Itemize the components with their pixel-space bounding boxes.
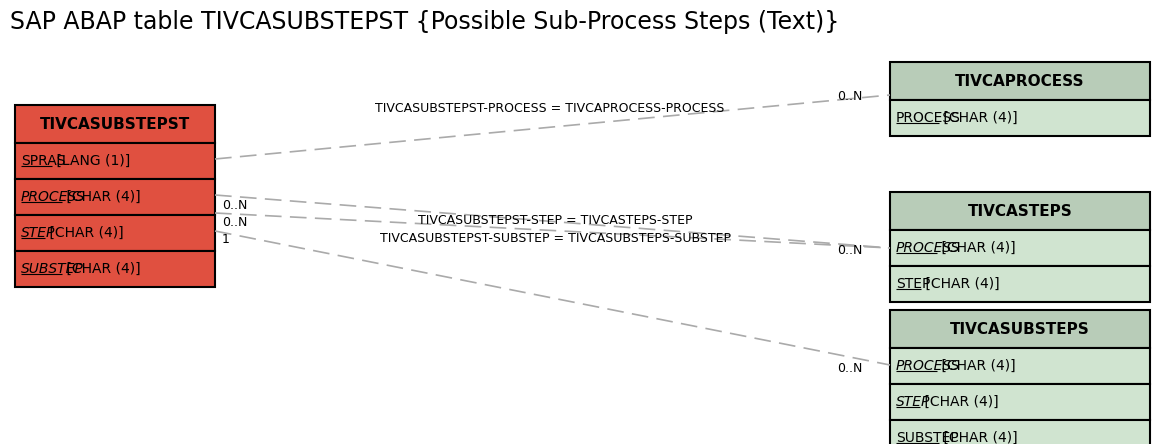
Text: PROCESS: PROCESS <box>21 190 86 204</box>
Bar <box>890 420 1150 444</box>
Text: 1: 1 <box>222 233 229 246</box>
Text: TIVCASUBSTEPST-PROCESS = TIVCAPROCESS-PROCESS: TIVCASUBSTEPST-PROCESS = TIVCAPROCESS-PR… <box>375 102 724 115</box>
Bar <box>15 143 215 179</box>
Text: TIVCASTEPS: TIVCASTEPS <box>968 203 1073 218</box>
Text: [CHAR (4)]: [CHAR (4)] <box>937 241 1016 255</box>
Bar <box>890 192 1150 230</box>
Text: [CHAR (4)]: [CHAR (4)] <box>62 190 141 204</box>
Bar <box>15 105 215 143</box>
Bar <box>890 100 1150 136</box>
Text: 0..N: 0..N <box>222 215 247 229</box>
Text: 0..N: 0..N <box>222 198 247 211</box>
Text: [CHAR (4)]: [CHAR (4)] <box>920 395 998 409</box>
Text: STEP: STEP <box>896 395 930 409</box>
Text: SPRAS: SPRAS <box>21 154 66 168</box>
Text: TIVCASUBSTEPST: TIVCASUBSTEPST <box>40 116 191 131</box>
Text: SAP ABAP table TIVCASUBSTEPST {Possible Sub-Process Steps (Text)}: SAP ABAP table TIVCASUBSTEPST {Possible … <box>11 10 840 34</box>
Text: STEP: STEP <box>896 277 930 291</box>
Text: [CHAR (4)]: [CHAR (4)] <box>940 431 1018 444</box>
Text: [CHAR (4)]: [CHAR (4)] <box>62 262 141 276</box>
Bar <box>890 310 1150 348</box>
Text: [CHAR (4)]: [CHAR (4)] <box>921 277 1000 291</box>
Text: PROCESS: PROCESS <box>896 359 961 373</box>
Text: 0..N: 0..N <box>836 361 862 374</box>
Bar <box>890 348 1150 384</box>
Text: SUBSTEP: SUBSTEP <box>21 262 83 276</box>
Text: 0..N: 0..N <box>836 243 862 257</box>
Text: TIVCASUBSTEPS: TIVCASUBSTEPS <box>950 321 1090 337</box>
Bar <box>15 179 215 215</box>
Text: 0..N: 0..N <box>836 90 862 103</box>
Text: TIVCASUBSTEPST-SUBSTEP = TIVCASUBSTEPS-SUBSTEP: TIVCASUBSTEPST-SUBSTEP = TIVCASUBSTEPS-S… <box>380 231 730 245</box>
Text: PROCESS: PROCESS <box>896 111 961 125</box>
Bar <box>15 251 215 287</box>
Text: [LANG (1)]: [LANG (1)] <box>52 154 131 168</box>
Text: [CHAR (4)]: [CHAR (4)] <box>45 226 123 240</box>
Bar <box>890 266 1150 302</box>
Text: TIVCAPROCESS: TIVCAPROCESS <box>955 74 1084 88</box>
Text: [CHAR (4)]: [CHAR (4)] <box>937 359 1016 373</box>
Bar <box>890 62 1150 100</box>
Text: SUBSTEP: SUBSTEP <box>896 431 958 444</box>
Text: STEP: STEP <box>21 226 55 240</box>
Text: TIVCASUBSTEPST-STEP = TIVCASTEPS-STEP: TIVCASUBSTEPST-STEP = TIVCASTEPS-STEP <box>417 214 693 226</box>
Bar <box>890 230 1150 266</box>
Bar <box>15 215 215 251</box>
Text: [CHAR (4)]: [CHAR (4)] <box>940 111 1018 125</box>
Text: PROCESS: PROCESS <box>896 241 961 255</box>
Bar <box>890 384 1150 420</box>
